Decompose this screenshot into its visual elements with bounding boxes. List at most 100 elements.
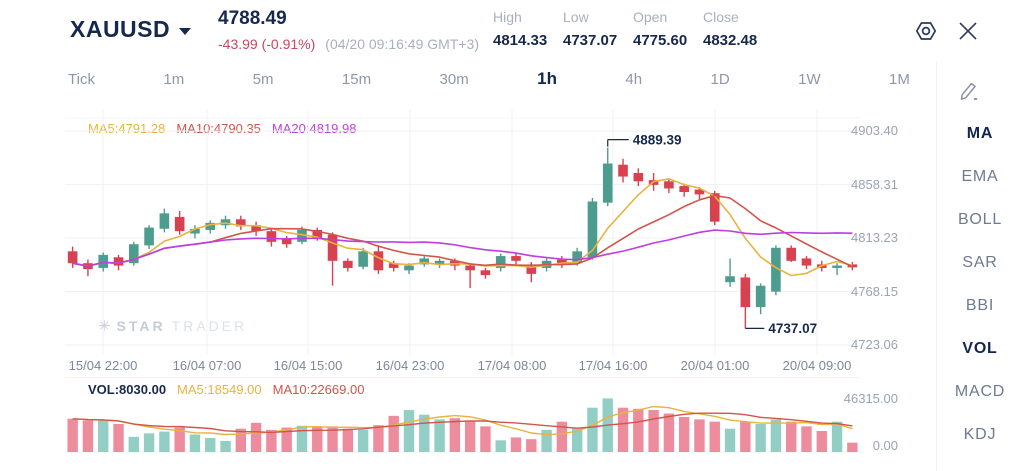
tab-1w[interactable]: 1W [798, 70, 821, 88]
candle-body [312, 229, 323, 239]
stat-value: 4832.48 [703, 32, 758, 49]
indicator-label: MA5:18549.00 [177, 382, 262, 397]
volume-bar [464, 421, 476, 452]
sidebar-divider [936, 62, 937, 471]
volume-bar [434, 419, 445, 452]
volume-bar [250, 422, 262, 452]
stat-value: 4814.33 [493, 32, 548, 49]
tab-15m[interactable]: 15m [341, 70, 372, 88]
volume-bar [847, 442, 858, 452]
volume-bar [98, 420, 109, 452]
sidebar-item-ema[interactable]: EMA [961, 168, 999, 185]
price-pane[interactable]: 4889.39 4737.07 [65, 110, 860, 355]
pencil-icon [960, 82, 978, 100]
settings-button[interactable] [912, 17, 940, 45]
volume-bar [556, 421, 568, 452]
y-axis-label: 4813.23 [851, 230, 898, 245]
volume-bar [709, 421, 720, 452]
y-axis-label: 4903.40 [851, 123, 898, 138]
volume-bar [388, 415, 399, 452]
volume-bar [205, 438, 216, 452]
candle-body [419, 258, 430, 265]
sidebar-item-macd[interactable]: MACD [954, 383, 1006, 400]
volume-bar [587, 407, 598, 452]
draw-tool-button[interactable] [956, 78, 982, 104]
candle-body [664, 181, 674, 189]
candle-body [771, 247, 781, 292]
tab-1m[interactable]: 1M [889, 70, 910, 88]
stat-label: High [493, 9, 522, 25]
tab-4h[interactable]: 4h [625, 70, 643, 88]
candle-body [236, 219, 246, 227]
sidebar-item-bbi[interactable]: BBI [965, 297, 995, 314]
sidebar-item-ma[interactable]: MA [966, 125, 994, 142]
candle-body [495, 256, 506, 268]
volume-ma-line [72, 412, 853, 434]
candle-body [832, 265, 842, 268]
stat-label: Low [563, 9, 589, 25]
volume-bar [480, 426, 491, 452]
volume-bar [143, 433, 155, 452]
volume-bar [510, 437, 522, 452]
candle-body [113, 257, 124, 266]
volume-bar [449, 418, 461, 452]
volume-bar [755, 424, 766, 452]
candle-body [174, 216, 185, 232]
volume-bar [82, 420, 94, 452]
sidebar-item-boll[interactable]: BOLL [957, 211, 1003, 228]
candle-body [740, 277, 751, 308]
candle-body [373, 251, 384, 271]
sidebar-item-vol[interactable]: VOL [962, 340, 998, 357]
candle-body [557, 259, 567, 265]
tab-tick[interactable]: Tick [68, 70, 95, 88]
volume-bar [281, 427, 292, 452]
candle-body [786, 247, 797, 261]
ma-line [72, 178, 853, 277]
indicator-label: MA10:4790.35 [176, 121, 261, 136]
volume-bar [831, 421, 843, 452]
volume-bar [128, 436, 139, 452]
tab-1d[interactable]: 1D [710, 70, 730, 88]
candle-body [159, 213, 170, 229]
candle-body [801, 258, 812, 266]
candle-body [465, 265, 475, 271]
volume-bar [403, 410, 415, 452]
stat-close: Close 4832.48 [703, 9, 759, 49]
candle-body [266, 231, 277, 242]
candle-body [587, 201, 598, 258]
symbol-name: XAUUSD [70, 16, 171, 42]
volume-bar [541, 429, 552, 452]
volume-bar [571, 428, 583, 452]
volume-bar [159, 431, 170, 452]
tab-30m[interactable]: 30m [439, 70, 469, 88]
candle-body [633, 173, 644, 182]
price-indicator-labels: MA5:4791.28 MA10:4790.35 MA20:4819.98 [88, 121, 357, 136]
candle-body [343, 260, 353, 268]
candlestick-series [67, 147, 858, 329]
watermark-brand-bold: STAR [116, 318, 166, 334]
candle-body [602, 163, 613, 203]
gear-icon [915, 22, 937, 40]
candle-body [709, 193, 720, 222]
candle-body [725, 276, 735, 283]
symbol-selector[interactable]: XAUUSD [70, 16, 192, 43]
volume-bar [266, 429, 277, 452]
volume-bar [648, 410, 659, 452]
volume-pane[interactable] [65, 395, 860, 455]
volume-bar [189, 434, 201, 452]
volume-bar [327, 426, 338, 452]
volume-bar [419, 414, 430, 452]
volume-bar [220, 440, 231, 452]
tab-5m[interactable]: 5m [252, 70, 274, 88]
candle-body [251, 225, 261, 232]
sidebar-item-sar[interactable]: SAR [962, 254, 998, 271]
volume-bar [342, 428, 354, 452]
high-annotation: 4889.39 [633, 133, 682, 148]
sidebar-item-kdj[interactable]: KDJ [963, 426, 997, 443]
close-button[interactable] [954, 17, 982, 45]
x-axis-label: 20/04 09:00 [782, 358, 852, 373]
tab-1h[interactable]: 1h [537, 69, 557, 88]
tab-1m[interactable]: 1m [163, 70, 185, 88]
volume-bar [113, 424, 124, 452]
